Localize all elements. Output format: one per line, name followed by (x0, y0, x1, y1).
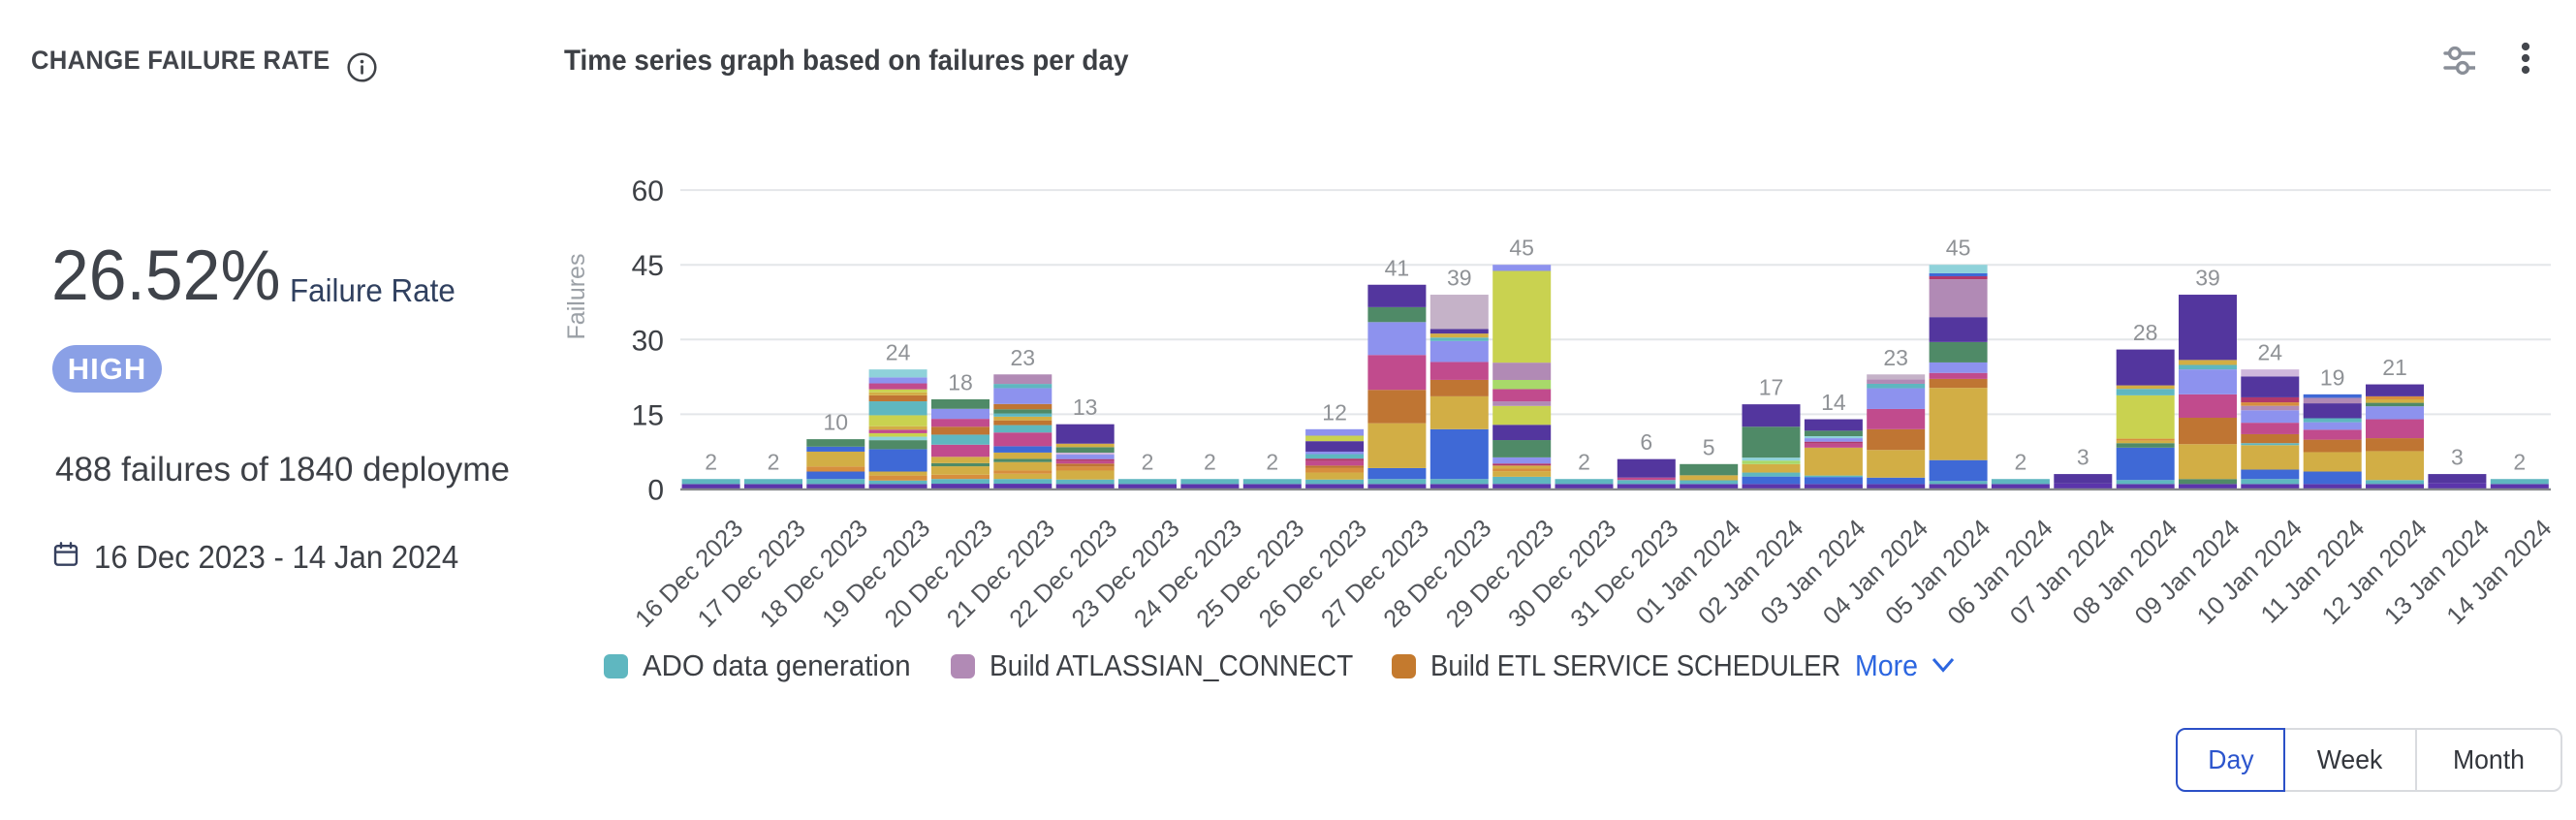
svg-text:10: 10 (824, 410, 849, 435)
svg-text:17: 17 (1759, 375, 1784, 400)
svg-text:60: 60 (632, 175, 664, 207)
svg-text:6: 6 (1640, 429, 1652, 455)
svg-text:2: 2 (1266, 450, 1278, 475)
svg-text:39: 39 (2195, 266, 2220, 291)
svg-text:15: 15 (632, 399, 664, 431)
svg-text:12: 12 (1322, 399, 1347, 425)
svg-text:39: 39 (1447, 266, 1472, 291)
svg-text:45: 45 (632, 250, 664, 282)
svg-text:28: 28 (2133, 320, 2158, 345)
svg-text:45: 45 (1946, 236, 1971, 261)
svg-text:2: 2 (2015, 450, 2027, 475)
svg-text:5: 5 (1703, 434, 1715, 459)
svg-text:3: 3 (2077, 445, 2089, 470)
svg-text:3: 3 (2451, 445, 2464, 470)
svg-text:41: 41 (1385, 255, 1410, 280)
svg-text:2: 2 (1142, 450, 1154, 475)
svg-text:2: 2 (768, 450, 780, 475)
svg-text:19: 19 (2320, 364, 2345, 390)
svg-text:2: 2 (1578, 450, 1590, 475)
svg-text:23: 23 (1883, 345, 1908, 370)
svg-text:13: 13 (1073, 394, 1098, 420)
svg-text:24: 24 (886, 340, 911, 365)
svg-text:16 Dec 2023: 16 Dec 2023 (630, 515, 748, 633)
svg-text:2: 2 (2513, 450, 2526, 475)
svg-text:24: 24 (2258, 340, 2283, 365)
svg-text:23: 23 (1011, 345, 1036, 370)
svg-text:2: 2 (705, 450, 717, 475)
svg-text:0: 0 (647, 475, 664, 507)
svg-text:45: 45 (1509, 236, 1534, 261)
svg-text:30: 30 (632, 325, 664, 357)
svg-text:Failures: Failures (563, 254, 590, 340)
svg-text:14: 14 (1821, 390, 1846, 415)
svg-text:21: 21 (2382, 355, 2407, 380)
svg-text:2: 2 (1204, 450, 1216, 475)
svg-text:18: 18 (948, 370, 973, 395)
